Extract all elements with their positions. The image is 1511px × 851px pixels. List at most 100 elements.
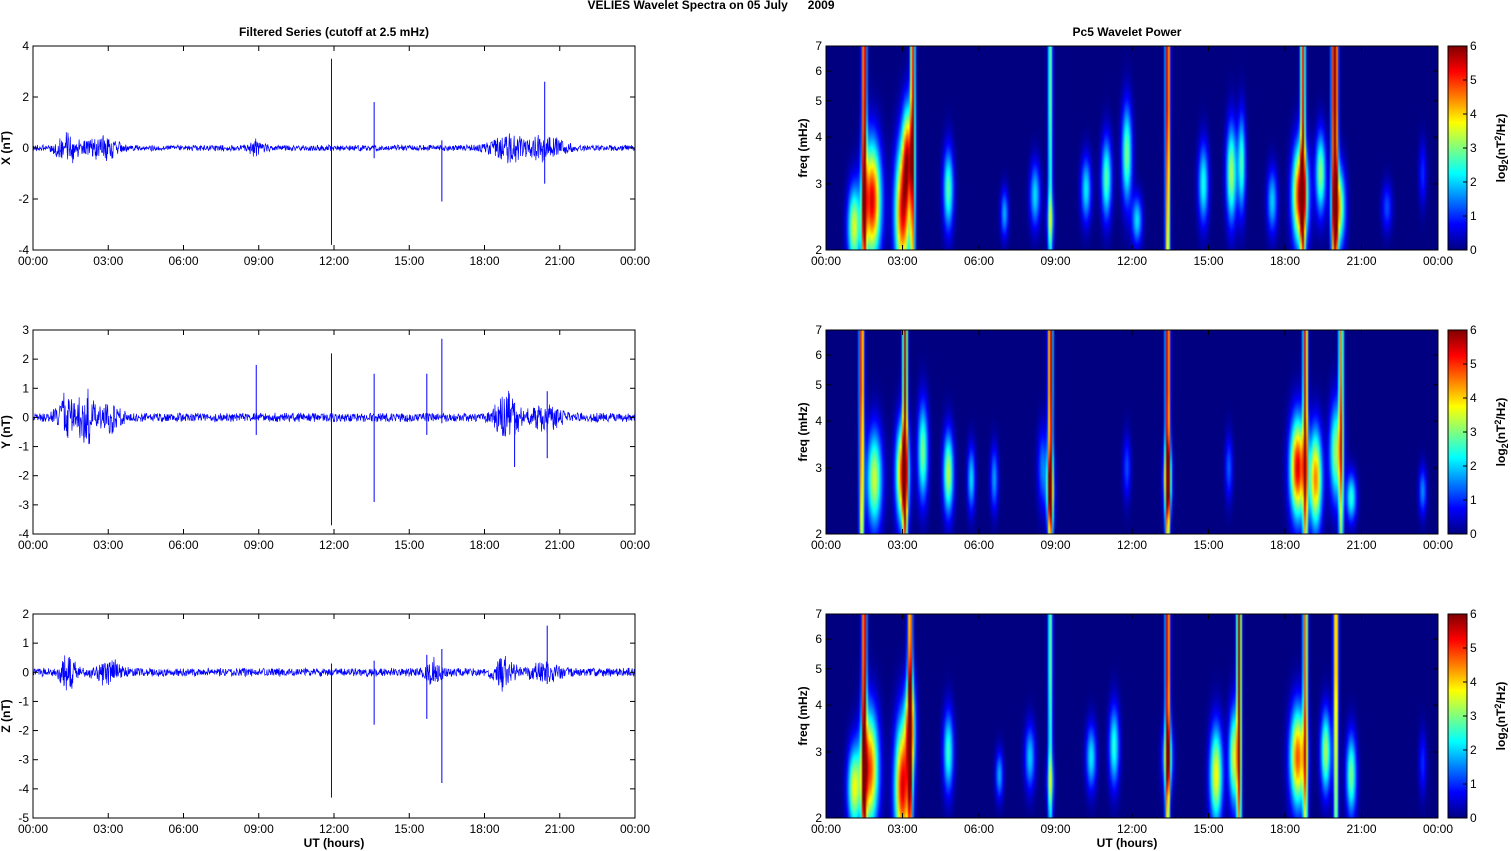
left-x-axis-label: UT (hours) <box>304 836 365 850</box>
x-component-ytick-label-1: -2 <box>18 192 29 206</box>
y-component-trace <box>32 388 636 445</box>
y-component-ytick-label-5: 1 <box>22 381 29 395</box>
y-component-xtick-label-5: 15:00 <box>394 538 424 552</box>
y-component wavelet power-xtick-label-8: 00:00 <box>1423 538 1453 552</box>
y-component wavelet power-xtick-label-0: 00:00 <box>811 538 841 552</box>
x-component wavelet power-colorbar-tick-label-6: 6 <box>1470 39 1477 53</box>
y-component wavelet power-ytick-label-0: 2 <box>815 527 822 541</box>
x-component wavelet power-xtick-label-8: 00:00 <box>1423 254 1453 268</box>
z-component wavelet power-xtick-label-6: 18:00 <box>1270 822 1300 836</box>
z-component wavelet power-colorbar-tick-label-6: 6 <box>1470 607 1477 621</box>
z-component wavelet power-xtick-label-8: 00:00 <box>1423 822 1453 836</box>
z-component-ytick-label-2: -3 <box>18 753 29 767</box>
z-component wavelet power-ytick-label-2: 4 <box>815 698 822 712</box>
x-component wavelet power-xtick-label-3: 09:00 <box>1040 254 1070 268</box>
x-component-xtick-label-8: 00:00 <box>620 254 650 268</box>
y-component wavelet power-xtick-label-6: 18:00 <box>1270 538 1300 552</box>
x-component wavelet power-ytick-label-2: 4 <box>815 130 822 144</box>
z-component wavelet power-colorbar-tick-label-5: 5 <box>1470 641 1477 655</box>
z-component-ytick-label-5: 0 <box>22 665 29 679</box>
wavelet-panel-z-component wavelet power: 2 3 4 5 6 7 00:00 03:00 06:00 09:00 12:00 15:00 18:0… <box>796 607 1510 836</box>
z-component wavelet power-xtick-label-3: 09:00 <box>1040 822 1070 836</box>
x-component wavelet power-power-image <box>826 46 1438 250</box>
x-component-xtick-label-6: 18:00 <box>469 254 499 268</box>
x-component-xtick-label-0: 00:00 <box>18 254 48 268</box>
x-component wavelet power-ytick-label-1: 3 <box>815 177 822 191</box>
z-component-y-axis-label: Z (nT) <box>0 699 13 732</box>
panels: -4 -2 0 2 4 00:00 03:00 06:00 09:00 12:00 15:00 18:… <box>0 39 1510 836</box>
z-component wavelet power-xtick-label-5: 15:00 <box>1193 822 1223 836</box>
y-component wavelet power-colorbar-tick-label-2: 2 <box>1470 459 1477 473</box>
z-component-xtick-label-6: 18:00 <box>469 822 499 836</box>
y-component wavelet power-colorbar-tick-label-4: 4 <box>1470 391 1477 405</box>
y-component wavelet power-xtick-label-2: 06:00 <box>964 538 994 552</box>
z-component wavelet power-xtick-label-1: 03:00 <box>887 822 917 836</box>
z-component wavelet power-colorbar-tick-label-0: 0 <box>1470 811 1477 825</box>
y-component wavelet power-colorbar-tick-label-5: 5 <box>1470 357 1477 371</box>
z-component wavelet power-colorbar <box>1448 614 1467 818</box>
x-component wavelet power-xtick-label-0: 00:00 <box>811 254 841 268</box>
x-component-y-axis-label: X (nT) <box>0 131 13 165</box>
x-component-ytick-label-3: 2 <box>22 90 29 104</box>
y-component-plot-area <box>33 330 635 534</box>
y-component wavelet power-y-axis-label: freq (mHz) <box>796 402 810 461</box>
y-component-ytick-label-2: -2 <box>18 469 29 483</box>
y-component-ytick-label-0: -4 <box>18 527 29 541</box>
x-component wavelet power-colorbar-tick-label-1: 1 <box>1470 209 1477 223</box>
z-component wavelet power-ytick-label-5: 7 <box>815 607 822 621</box>
y-component wavelet power-ytick-label-5: 7 <box>815 323 822 337</box>
y-component wavelet power-ytick-label-2: 4 <box>815 414 822 428</box>
y-component wavelet power-power-image <box>826 330 1438 534</box>
z-component-ytick-label-3: -2 <box>18 724 29 738</box>
y-component wavelet power-xtick-label-5: 15:00 <box>1193 538 1223 552</box>
x-component-ytick-label-0: -4 <box>18 243 29 257</box>
x-component-ytick-label-4: 4 <box>22 39 29 53</box>
y-component wavelet power-colorbar-tick-label-1: 1 <box>1470 493 1477 507</box>
z-component wavelet power-colorbar-label: log2(nT2/Hz) <box>1493 682 1510 751</box>
right-column-title: Pc5 Wavelet Power <box>1073 25 1182 39</box>
z-component wavelet power-ytick-label-1: 3 <box>815 745 822 759</box>
z-component-xtick-label-7: 21:00 <box>545 822 575 836</box>
y-component wavelet power-ytick-label-1: 3 <box>815 461 822 475</box>
x-component-xtick-label-3: 09:00 <box>244 254 274 268</box>
y-component wavelet power-xtick-label-4: 12:00 <box>1117 538 1147 552</box>
z-component-xtick-label-8: 00:00 <box>620 822 650 836</box>
x-component-xtick-label-4: 12:00 <box>319 254 349 268</box>
y-component-y-axis-label: Y (nT) <box>0 415 13 449</box>
z-component-trace <box>32 655 636 692</box>
z-component-xtick-label-0: 00:00 <box>18 822 48 836</box>
y-component-ytick-label-3: -1 <box>18 440 29 454</box>
x-component-xtick-label-1: 03:00 <box>93 254 123 268</box>
y-component-xtick-label-4: 12:00 <box>319 538 349 552</box>
y-component-ytick-label-1: -3 <box>18 498 29 512</box>
y-component-ytick-label-6: 2 <box>22 352 29 366</box>
z-component wavelet power-xtick-label-2: 06:00 <box>964 822 994 836</box>
y-component wavelet power-ytick-label-4: 6 <box>815 348 822 362</box>
z-component-xtick-label-2: 06:00 <box>168 822 198 836</box>
x-component-trace <box>32 132 636 164</box>
z-component wavelet power-xtick-label-0: 00:00 <box>811 822 841 836</box>
wavelet-panel-x-component wavelet power: 2 3 4 5 6 7 00:00 03:00 06:00 09:00 12:00 15:00 18:0… <box>796 39 1510 268</box>
z-component-plot-area <box>33 614 635 818</box>
x-component wavelet power-ytick-label-4: 6 <box>815 64 822 78</box>
z-component wavelet power-ytick-label-3: 5 <box>815 662 822 676</box>
left-column-title: Filtered Series (cutoff at 2.5 mHz) <box>239 25 429 39</box>
y-component-ytick-label-7: 3 <box>22 323 29 337</box>
x-component wavelet power-ytick-label-3: 5 <box>815 94 822 108</box>
x-component wavelet power-colorbar-tick-label-0: 0 <box>1470 243 1477 257</box>
x-component-xtick-label-2: 06:00 <box>168 254 198 268</box>
z-component wavelet power-xtick-label-7: 21:00 <box>1346 822 1376 836</box>
y-component wavelet power-xtick-label-3: 09:00 <box>1040 538 1070 552</box>
x-component wavelet power-colorbar-label: log2(nT2/Hz) <box>1493 114 1510 183</box>
z-component wavelet power-colorbar-tick-label-1: 1 <box>1470 777 1477 791</box>
z-component-xtick-label-3: 09:00 <box>244 822 274 836</box>
y-component-xtick-label-0: 00:00 <box>18 538 48 552</box>
x-component wavelet power-ytick-label-0: 2 <box>815 243 822 257</box>
x-component wavelet power-colorbar-tick-label-4: 4 <box>1470 107 1477 121</box>
x-component wavelet power-y-axis-label: freq (mHz) <box>796 118 810 177</box>
z-component wavelet power-colorbar-tick-label-4: 4 <box>1470 675 1477 689</box>
z-component wavelet power-y-axis-label: freq (mHz) <box>796 686 810 745</box>
series-panel-z-component: -5 -4 -3 -2 -1 0 1 2 00:00 03:00 06:00 09:00 12:00 15… <box>0 607 650 836</box>
z-component-ytick-label-0: -5 <box>18 811 29 825</box>
